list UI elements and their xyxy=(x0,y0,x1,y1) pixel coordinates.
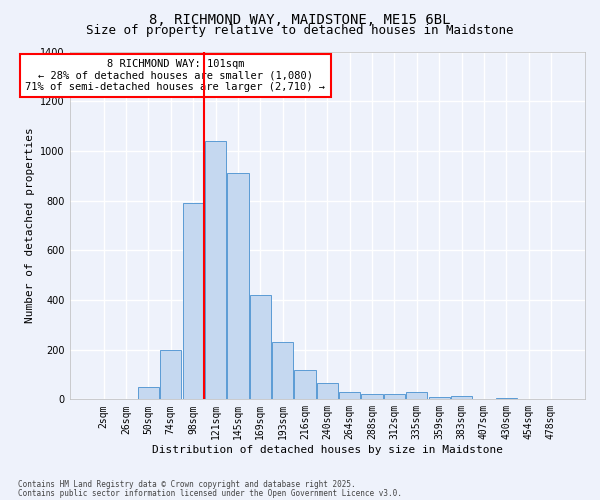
Text: Size of property relative to detached houses in Maidstone: Size of property relative to detached ho… xyxy=(86,24,514,37)
Bar xyxy=(317,383,338,400)
Bar xyxy=(182,203,204,400)
Bar xyxy=(250,295,271,400)
Bar xyxy=(205,141,226,400)
Bar xyxy=(295,370,316,400)
Bar xyxy=(339,392,361,400)
Bar xyxy=(384,394,405,400)
Text: 8, RICHMOND WAY, MAIDSTONE, ME15 6BL: 8, RICHMOND WAY, MAIDSTONE, ME15 6BL xyxy=(149,12,451,26)
Bar xyxy=(160,350,181,400)
Y-axis label: Number of detached properties: Number of detached properties xyxy=(25,128,35,324)
Bar xyxy=(406,392,427,400)
Text: Contains public sector information licensed under the Open Government Licence v3: Contains public sector information licen… xyxy=(18,488,402,498)
Bar xyxy=(451,396,472,400)
Bar xyxy=(138,387,159,400)
Bar xyxy=(361,394,383,400)
Bar xyxy=(272,342,293,400)
Text: Contains HM Land Registry data © Crown copyright and database right 2025.: Contains HM Land Registry data © Crown c… xyxy=(18,480,356,489)
Bar xyxy=(428,397,450,400)
Bar xyxy=(496,398,517,400)
Bar xyxy=(227,173,248,400)
Text: 8 RICHMOND WAY: 101sqm
← 28% of detached houses are smaller (1,080)
71% of semi-: 8 RICHMOND WAY: 101sqm ← 28% of detached… xyxy=(25,59,325,92)
X-axis label: Distribution of detached houses by size in Maidstone: Distribution of detached houses by size … xyxy=(152,445,503,455)
